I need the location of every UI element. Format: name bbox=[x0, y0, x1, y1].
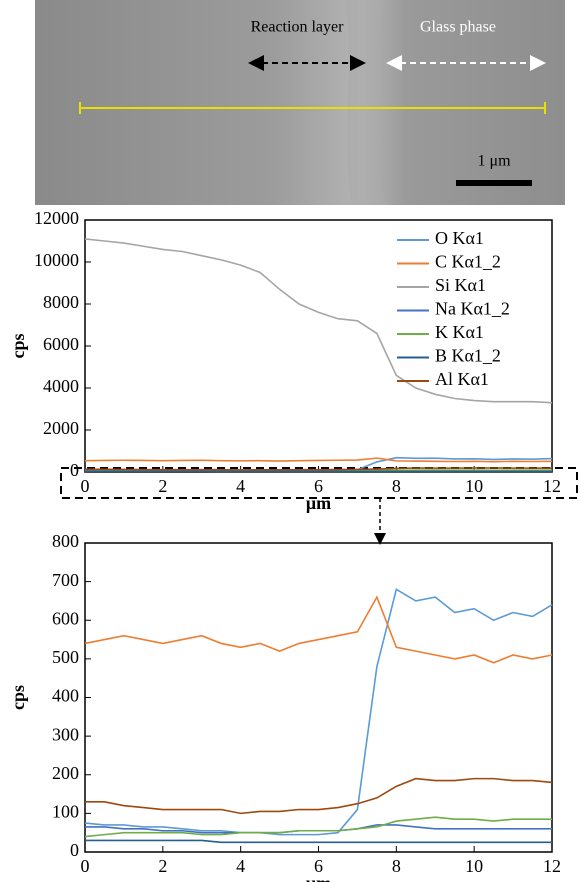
y-tick-label: 8000 bbox=[43, 292, 79, 312]
x-tick-label: 8 bbox=[392, 856, 401, 876]
y-tick-label: 6000 bbox=[43, 334, 79, 354]
reaction-band bbox=[345, 0, 385, 205]
y-tick-label: 700 bbox=[52, 570, 79, 590]
series-line bbox=[85, 777, 553, 815]
y-tick-label: 200 bbox=[52, 763, 79, 783]
x-tick-label: 10 bbox=[465, 476, 483, 496]
series-line bbox=[84, 588, 553, 836]
x-axis-label: μm bbox=[306, 873, 331, 882]
y-axis-label: cps bbox=[8, 685, 28, 710]
x-axis-label: μm bbox=[306, 493, 331, 513]
x-tick-label: 10 bbox=[465, 856, 483, 876]
x-tick-label: 4 bbox=[236, 856, 245, 876]
x-tick-label: 6 bbox=[314, 476, 323, 496]
series-line bbox=[84, 816, 552, 838]
glass-label: Glass phase bbox=[420, 19, 496, 36]
y-tick-label: 0 bbox=[70, 840, 79, 860]
y-tick-label: 0 bbox=[70, 460, 79, 480]
legend-label: O Kα1 bbox=[435, 228, 484, 248]
y-tick-label: 4000 bbox=[43, 376, 79, 396]
x-tick-label: 0 bbox=[81, 856, 90, 876]
legend-label: B Kα1_2 bbox=[435, 346, 501, 366]
series-line bbox=[84, 457, 553, 463]
x-tick-label: 2 bbox=[158, 476, 167, 496]
y-tick-label: 12000 bbox=[34, 208, 79, 228]
y-tick-label: 500 bbox=[52, 647, 79, 667]
y-tick-label: 300 bbox=[52, 724, 79, 744]
scale-bar bbox=[456, 180, 532, 186]
y-tick-label: 600 bbox=[52, 608, 79, 628]
y-tick-label: 100 bbox=[52, 802, 79, 822]
reaction-label: Reaction layer bbox=[251, 19, 345, 36]
x-tick-label: 8 bbox=[392, 476, 401, 496]
legend-label: Na Kα1_2 bbox=[435, 299, 510, 319]
series-line bbox=[85, 839, 552, 844]
y-tick-label: 10000 bbox=[34, 250, 79, 270]
legend-label: Al Kα1 bbox=[435, 369, 489, 389]
sem-image: Reaction layer Glass phase 1 μm bbox=[35, 0, 565, 205]
series-line bbox=[85, 467, 553, 471]
y-axis-label: cps bbox=[8, 333, 28, 358]
series-line bbox=[84, 595, 553, 664]
scale-label: 1 μm bbox=[477, 153, 511, 170]
x-tick-label: 4 bbox=[236, 476, 245, 496]
x-tick-label: 0 bbox=[81, 476, 90, 496]
legend-label: C Kα1_2 bbox=[435, 252, 501, 272]
chart: 0 100 200 300 400 500 600 700 800 0 2 4 6 8 10 12 cps μm bbox=[8, 531, 561, 882]
y-tick-label: 2000 bbox=[43, 418, 79, 438]
y-tick-label: 400 bbox=[52, 686, 79, 706]
plot-frame bbox=[84, 542, 553, 853]
x-tick-label: 2 bbox=[158, 856, 167, 876]
legend-label: K Kα1 bbox=[435, 322, 484, 342]
chart: 0 2000 4000 6000 8000 10000 12000 0 2 4 6 8 10 12 cps μ… bbox=[8, 208, 561, 513]
x-tick-label: 12 bbox=[543, 476, 561, 496]
legend-label: Si Kα1 bbox=[435, 275, 486, 295]
series-line bbox=[84, 238, 553, 404]
x-tick-label: 12 bbox=[543, 856, 561, 876]
y-tick-label: 800 bbox=[52, 531, 79, 551]
sem-background bbox=[35, 0, 565, 205]
x-tick-label: 6 bbox=[314, 856, 323, 876]
